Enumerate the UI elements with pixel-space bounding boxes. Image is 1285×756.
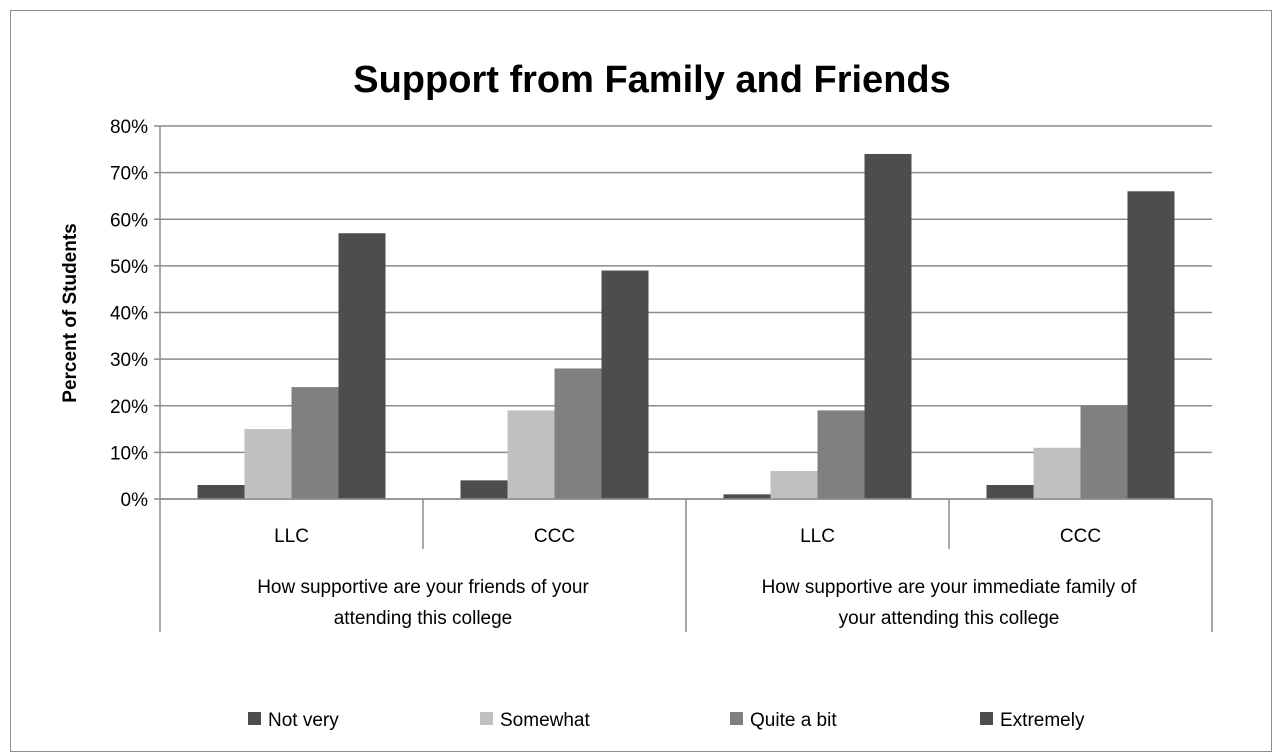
x-group-label: How supportive are your friends of your [257, 577, 589, 598]
bar-somewhat [770, 471, 818, 499]
y-tick-label: 20% [110, 397, 148, 418]
y-tick-label: 0% [121, 490, 149, 511]
bar-somewhat [244, 429, 292, 499]
chart-title: Support from Family and Friends [353, 59, 951, 101]
bar-quite-a-bit [554, 368, 602, 499]
x-group-label: your attending this college [839, 608, 1060, 629]
bar-somewhat [1033, 447, 1081, 499]
bar-not-very [460, 480, 508, 499]
y-tick-label: 50% [110, 257, 148, 278]
x-category-label: LLC [274, 526, 309, 547]
bar-quite-a-bit [1080, 405, 1128, 499]
legend-label: Quite a bit [750, 710, 837, 731]
x-category-label: LLC [800, 526, 835, 547]
y-tick-label: 60% [110, 210, 148, 231]
y-axis-ticks: 0% 10% 20% 30% 40% 50% 60% 70% 80% [110, 117, 160, 511]
legend-swatch [248, 712, 261, 725]
bar-extremely [864, 153, 912, 499]
bar-extremely [338, 233, 386, 500]
legend-label: Extremely [1000, 710, 1085, 731]
y-tick-label: 80% [110, 117, 148, 138]
bar-not-very [986, 485, 1034, 499]
x-category-label: CCC [534, 526, 575, 547]
y-tick-label: 10% [110, 443, 148, 464]
legend-swatch [730, 712, 743, 725]
legend-swatch [480, 712, 493, 725]
y-tick-label: 30% [110, 350, 148, 371]
y-axis-label: Percent of Students [60, 223, 81, 402]
legend-label: Somewhat [500, 710, 590, 731]
x-group-label: How supportive are your immediate family… [762, 577, 1138, 598]
bar-not-very [723, 494, 771, 499]
x-category-label: CCC [1060, 526, 1101, 547]
group-labels: How supportive are your friends of your a… [257, 577, 1137, 629]
y-tick-label: 40% [110, 304, 148, 325]
bar-not-very [197, 485, 245, 499]
bar-extremely [601, 270, 649, 499]
bar-quite-a-bit [291, 387, 339, 499]
bar-quite-a-bit [817, 410, 865, 499]
bars [197, 153, 1175, 500]
y-tick-label: 70% [110, 164, 148, 185]
x-group-label: attending this college [334, 608, 513, 629]
x-axis [159, 126, 1213, 632]
legend-swatch [980, 712, 993, 725]
category-labels: LLC CCC LLC CCC [274, 526, 1101, 547]
legend-label: Not very [268, 710, 339, 731]
bar-somewhat [507, 410, 555, 499]
legend: Not very Somewhat Quite a bit Extremely [248, 710, 1085, 731]
bar-extremely [1127, 191, 1175, 499]
